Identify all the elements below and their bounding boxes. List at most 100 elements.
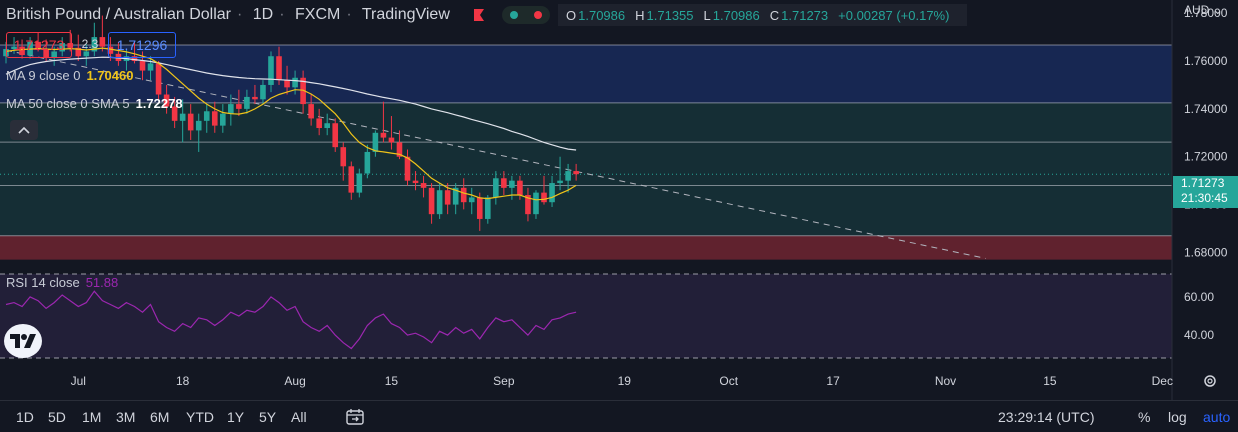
candle-body — [573, 171, 579, 175]
candle-body — [171, 106, 178, 121]
candle-body — [195, 120, 202, 131]
x-tick-label: 17 — [826, 374, 840, 388]
candle-body — [43, 49, 49, 58]
currency-selector[interactable]: AUD ⌄ — [1184, 3, 1223, 17]
settings-gear-icon[interactable] — [1202, 373, 1218, 389]
flag-icon[interactable] — [472, 8, 486, 22]
candle-body — [460, 187, 467, 203]
x-tick-label: Aug — [284, 374, 305, 388]
timeframe-1m[interactable]: 1M — [82, 409, 102, 425]
symbol-title[interactable]: British Pound / Australian Dollar · 1D · F… — [6, 6, 450, 23]
y-tick-label: 1.68000 — [1184, 245, 1228, 259]
percent-scale-toggle[interactable]: % — [1138, 409, 1151, 425]
candle-body — [260, 84, 266, 100]
market-status-pill[interactable] — [502, 6, 550, 24]
candle-body — [19, 46, 25, 56]
ma50-legend[interactable]: MA 50 close 0 SMA 5 1.72278 — [6, 96, 183, 111]
collapse-legend-button[interactable] — [10, 120, 38, 140]
x-tick-label: Oct — [719, 374, 738, 388]
candle-body — [163, 94, 170, 107]
x-tick-label: 15 — [1043, 374, 1057, 388]
price-chart[interactable]: 1.780001.760001.740001.720001.700001.680… — [0, 0, 1238, 400]
spread-value: 2.3 — [81, 37, 99, 51]
candle-body — [388, 137, 395, 143]
candle-body — [557, 180, 563, 184]
y-tick-label: 1.76000 — [1184, 54, 1228, 68]
candle-body — [147, 63, 154, 71]
candle-body — [252, 96, 258, 100]
rsi-legend[interactable]: RSI 14 close 51.88 — [6, 275, 118, 290]
chevron-down-icon: ⌄ — [1212, 3, 1223, 17]
candle-body — [139, 61, 146, 71]
candle-body — [244, 96, 250, 109]
candle-body — [525, 195, 531, 215]
candle-body — [75, 47, 82, 57]
candle-body — [27, 41, 33, 56]
candle-body — [533, 192, 539, 215]
candle-body — [565, 171, 571, 181]
ma50-label: MA 50 close 0 SMA 5 — [6, 96, 130, 111]
price-zone — [0, 235, 1172, 260]
candle-body — [412, 180, 419, 184]
candle-body — [380, 132, 387, 138]
candle-body — [549, 183, 555, 203]
candle-body — [67, 43, 74, 48]
tradingview-logo-icon[interactable] — [4, 324, 42, 358]
candle-body — [541, 192, 547, 203]
timeframe-1y[interactable]: 1Y — [227, 409, 245, 425]
candle-body — [11, 46, 17, 50]
candle-body — [236, 104, 242, 109]
x-tick-label: Dec — [1152, 374, 1173, 388]
timeframe-6m[interactable]: 6M — [150, 409, 170, 425]
auto-scale-toggle[interactable]: auto — [1203, 409, 1231, 425]
market-open-icon — [510, 11, 518, 19]
date-range-icon[interactable] — [346, 409, 364, 425]
candle-body — [404, 156, 411, 181]
market-status-icon — [534, 11, 542, 19]
rsi-line — [5, 290, 577, 350]
sell-button[interactable]: 1.71273 — [6, 32, 72, 58]
close-value: 1.71273 — [781, 7, 829, 23]
platform-label: TradingView — [361, 6, 450, 23]
candle-body — [452, 187, 459, 205]
chevron-up-icon — [18, 126, 30, 134]
candle-body — [284, 80, 290, 88]
candle-body — [99, 37, 106, 47]
candle-body — [444, 190, 451, 205]
ma9-legend[interactable]: MA 9 close 0 1.70460 — [6, 68, 133, 83]
x-tick-label: Jul — [71, 374, 86, 388]
rsi-band — [0, 274, 1172, 358]
candle-body — [324, 123, 330, 129]
candle-body — [332, 123, 339, 148]
timeframe-3m[interactable]: 3M — [116, 409, 136, 425]
price-zone — [0, 185, 1172, 236]
candle-body — [268, 56, 274, 85]
candle-body — [228, 104, 234, 114]
timeframe-ytd[interactable]: YTD — [186, 409, 214, 425]
interval-label[interactable]: 1D — [252, 6, 274, 23]
candle-body — [436, 190, 443, 215]
timeframe-5y[interactable]: 5Y — [259, 409, 277, 425]
low-value: 1.70986 — [712, 7, 760, 23]
ma50-value: 1.72278 — [135, 96, 183, 111]
ma9-label: MA 9 close 0 — [6, 68, 81, 83]
bar-countdown: 21:30:45 — [1181, 191, 1228, 205]
candle-body — [396, 142, 403, 157]
symbol-name: British Pound / Australian Dollar — [6, 6, 231, 23]
log-scale-toggle[interactable]: log — [1168, 409, 1187, 425]
last-price-tag: 1.71273 21:30:45 — [1173, 176, 1238, 208]
bottom-toolbar: 1D 5D 1M 3M 6M YTD 1Y 5Y All 23:29:14 (U… — [0, 400, 1238, 432]
open-value: 1.70986 — [578, 7, 626, 23]
candle-body — [372, 132, 379, 152]
tv-mark-icon — [10, 334, 36, 348]
rsi-label: RSI 14 close — [6, 275, 80, 290]
buy-button[interactable]: 1.71296 — [108, 32, 176, 58]
timeframe-all[interactable]: All — [291, 409, 307, 425]
candle-body — [428, 187, 435, 215]
x-tick-label: Nov — [935, 374, 956, 388]
timeframe-5d[interactable]: 5D — [48, 409, 66, 425]
change-value: +0.00287 (+0.17%) — [838, 7, 950, 23]
candle-body — [35, 41, 41, 50]
timeframe-1d[interactable]: 1D — [16, 409, 34, 425]
utc-clock[interactable]: 23:29:14 (UTC) — [998, 409, 1095, 425]
